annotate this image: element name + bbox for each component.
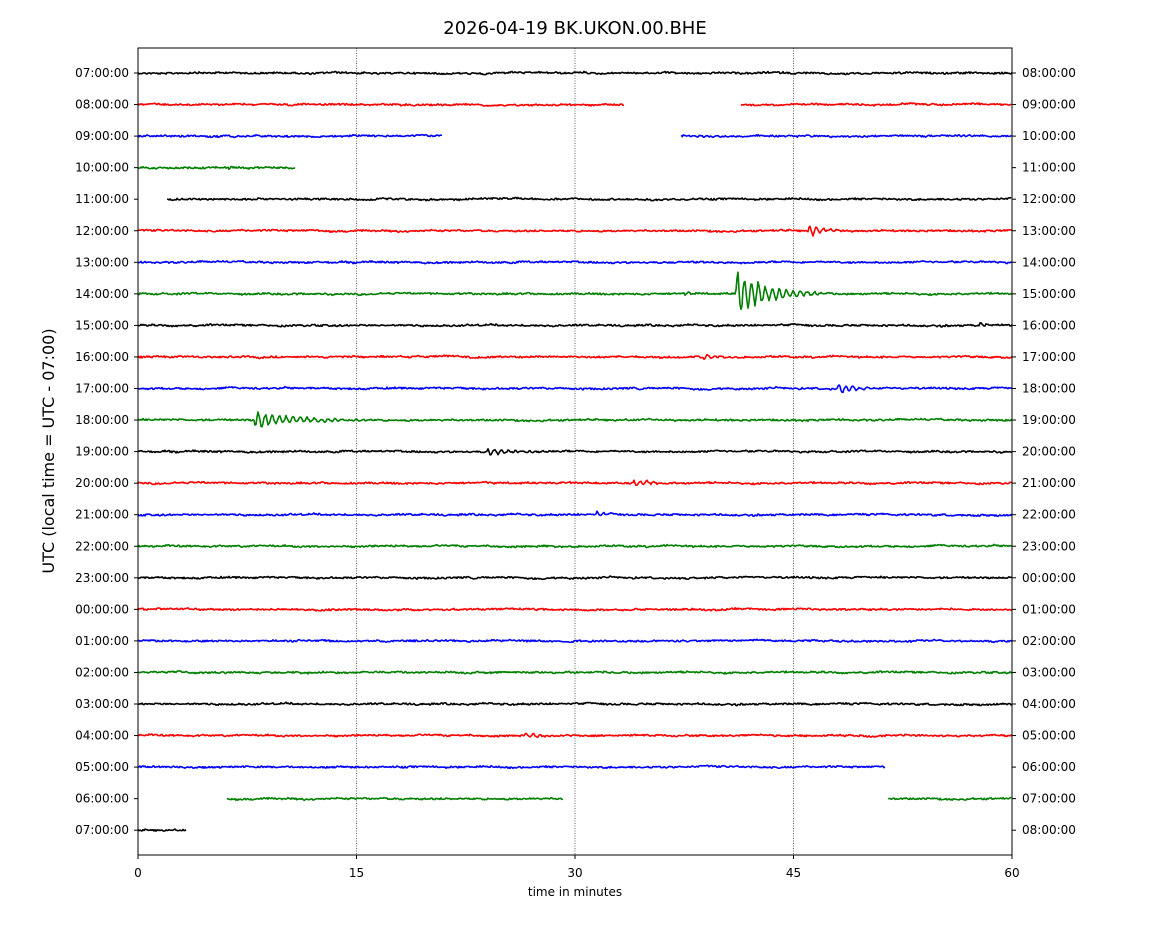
ytick-right-label: 09:00:00 [1022,98,1076,112]
ytick-right-label: 08:00:00 [1022,823,1076,837]
trace-row-14-segment-1 [137,479,1013,487]
ytick-left-label: 12:00:00 [75,224,129,238]
trace-row-7-segment-1 [137,259,1013,265]
trace-row-16-segment-1 [137,543,1013,549]
ytick-left-label: 21:00:00 [75,508,129,522]
ytick-left-label: 13:00:00 [75,255,129,269]
trace-row-8-segment-1 [137,271,1013,311]
ytick-left-label: 17:00:00 [75,382,129,396]
ytick-right-label: 14:00:00 [1022,255,1076,269]
trace-row-12-segment-1 [137,411,1013,428]
trace-row-6-segment-1 [137,225,1013,237]
trace-row-2-segment-1 [137,102,625,108]
ytick-left-label: 01:00:00 [75,634,129,648]
trace-row-18-segment-1 [137,607,1013,612]
trace-row-23-segment-1 [137,764,886,770]
trace-row-4-segment-1 [137,165,296,171]
ytick-right-label: 16:00:00 [1022,318,1076,332]
ytick-left-label: 02:00:00 [75,665,129,679]
ytick-right-label: 10:00:00 [1022,129,1076,143]
ytick-left-label: 09:00:00 [75,129,129,143]
ytick-left-label: 03:00:00 [75,697,129,711]
ytick-right-label: 01:00:00 [1022,602,1076,616]
trace-row-5-segment-1 [166,196,1012,202]
ytick-right-label: 02:00:00 [1022,634,1076,648]
trace-row-2-segment-2 [740,101,1012,107]
ytick-right-label: 05:00:00 [1022,729,1076,743]
ytick-right-label: 21:00:00 [1022,476,1076,490]
ytick-right-label: 15:00:00 [1022,287,1076,301]
ytick-right-label: 03:00:00 [1022,665,1076,679]
trace-row-3-segment-1 [137,133,443,139]
ytick-left-label: 06:00:00 [75,792,129,806]
trace-row-15-segment-1 [137,510,1013,518]
ytick-right-label: 00:00:00 [1022,571,1076,585]
ytick-right-label: 12:00:00 [1022,192,1076,206]
trace-row-13-segment-1 [137,448,1013,456]
trace-row-1-segment-1 [137,70,1013,76]
trace-row-21-segment-1 [137,701,1013,707]
x-axis-label: time in minutes [528,885,622,899]
ytick-right-label: 20:00:00 [1022,445,1076,459]
xtick-label-45: 45 [786,866,801,880]
ytick-right-label: 07:00:00 [1022,792,1076,806]
ytick-right-label: 22:00:00 [1022,508,1076,522]
ytick-left-label: 15:00:00 [75,318,129,332]
ytick-left-label: 19:00:00 [75,445,129,459]
ytick-left-label: 00:00:00 [75,602,129,616]
ytick-left-label: 14:00:00 [75,287,129,301]
trace-row-22-segment-1 [137,732,1013,738]
trace-row-10-segment-1 [137,353,1013,361]
ytick-right-label: 06:00:00 [1022,760,1076,774]
ytick-right-label: 04:00:00 [1022,697,1076,711]
xtick-label-0: 0 [134,866,142,880]
ytick-left-label: 20:00:00 [75,476,129,490]
y-axis-label: UTC (local time = UTC - 07:00) [39,328,58,573]
trace-row-3-segment-2 [680,133,1012,139]
ytick-left-label: 23:00:00 [75,571,129,585]
ytick-right-label: 18:00:00 [1022,382,1076,396]
chart-title: 2026-04-19 BK.UKON.00.BHE [443,18,706,39]
ytick-right-label: 17:00:00 [1022,350,1076,364]
ytick-left-label: 07:00:00 [75,66,129,80]
trace-row-17-segment-1 [137,575,1013,581]
ytick-left-label: 04:00:00 [75,729,129,743]
xtick-label-30: 30 [567,866,582,880]
xtick-label-60: 60 [1004,866,1019,880]
ytick-left-label: 16:00:00 [75,350,129,364]
ytick-right-label: 23:00:00 [1022,539,1076,553]
ytick-right-label: 08:00:00 [1022,66,1076,80]
ytick-right-label: 13:00:00 [1022,224,1076,238]
ytick-left-label: 07:00:00 [75,823,129,837]
ytick-left-label: 11:00:00 [75,192,129,206]
trace-row-25-segment-1 [137,828,187,832]
xtick-label-15: 15 [349,866,364,880]
ytick-left-label: 10:00:00 [75,161,129,175]
trace-row-20-segment-1 [137,670,1013,675]
ytick-left-label: 22:00:00 [75,539,129,553]
trace-row-24-segment-1 [226,796,564,802]
ytick-left-label: 08:00:00 [75,98,129,112]
ytick-left-label: 05:00:00 [75,760,129,774]
trace-row-24-segment-2 [888,796,1012,801]
x-ticks: 0 15 30 45 60 [134,855,1020,880]
trace-row-11-segment-1 [137,384,1013,394]
y-ticks: 07:00:00 08:00:00 08:00:00 09:00:00 09:00:00… [75,66,1076,837]
trace-row-19-segment-1 [137,638,1013,644]
traces [137,70,1013,832]
ytick-right-label: 19:00:00 [1022,413,1076,427]
trace-row-9-segment-1 [137,322,1013,328]
ytick-right-label: 11:00:00 [1022,161,1076,175]
ytick-left-label: 18:00:00 [75,413,129,427]
